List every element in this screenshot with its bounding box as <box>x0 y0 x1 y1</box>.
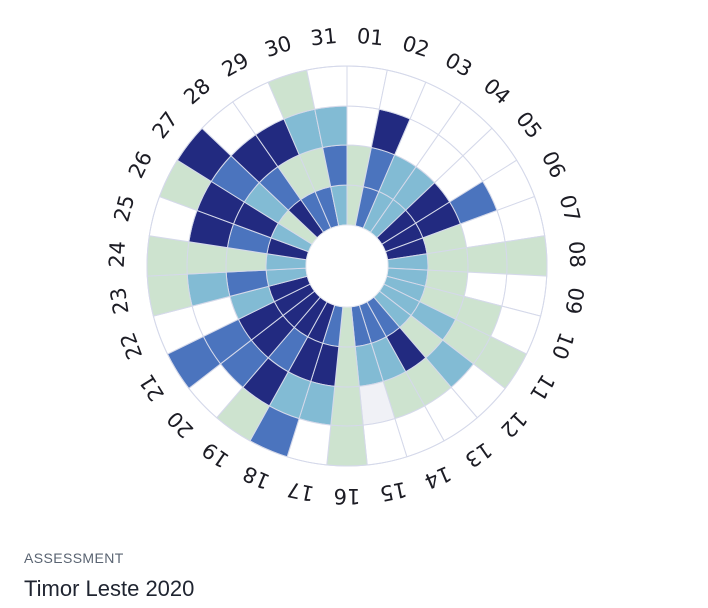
day-label-13: 13 <box>461 437 497 472</box>
day-label-19: 19 <box>198 437 234 472</box>
heatmap-cell-day-08-ring-3 <box>466 241 508 275</box>
center-hole <box>305 224 389 308</box>
day-label-07: 07 <box>555 192 585 224</box>
day-label-12: 12 <box>496 407 532 443</box>
day-label-24: 24 <box>105 240 130 268</box>
day-label-03: 03 <box>441 48 476 82</box>
day-label-20: 20 <box>162 407 198 443</box>
day-label-02: 02 <box>400 31 433 62</box>
day-label-26: 26 <box>124 147 157 182</box>
day-label-22: 22 <box>115 329 147 362</box>
heatmap-cell-day-16-ring-4 <box>326 424 368 467</box>
day-label-17: 17 <box>285 477 316 506</box>
day-label-01: 01 <box>356 24 385 51</box>
day-label-29: 29 <box>218 48 253 82</box>
day-label-28: 28 <box>179 74 215 110</box>
day-label-09: 09 <box>560 286 588 316</box>
day-label-18: 18 <box>239 461 273 494</box>
day-label-08: 08 <box>564 240 589 268</box>
day-label-27: 27 <box>147 107 182 143</box>
heatmap-cell-day-08-ring-4 <box>504 235 548 277</box>
day-label-10: 10 <box>547 329 579 362</box>
caption-kicker: ASSESSMENT <box>24 550 124 566</box>
day-label-05: 05 <box>511 107 546 143</box>
heatmap-cell-day-16-ring-3 <box>330 385 364 427</box>
day-label-11: 11 <box>525 370 560 405</box>
day-label-04: 04 <box>479 74 515 110</box>
day-label-31: 31 <box>309 24 338 51</box>
radial-heatmap-chart: 01 02 03 04 05 06 07 08 09 10 11 12 13 14 15 16 17 18 19 20… <box>105 24 590 508</box>
day-label-21: 21 <box>135 370 170 405</box>
day-label-23: 23 <box>106 286 134 316</box>
day-label-15: 15 <box>378 477 409 506</box>
heatmap-cell-day-24-ring-4 <box>146 235 190 277</box>
day-label-16: 16 <box>334 484 361 508</box>
chart-caption: ASSESSMENT Timor Leste 2020 <box>24 548 194 604</box>
day-label-14: 14 <box>421 461 455 494</box>
outer-ring-outline <box>146 65 548 467</box>
day-label-06: 06 <box>537 147 570 182</box>
caption-title: Timor Leste 2020 <box>24 576 195 601</box>
day-label-30: 30 <box>262 31 295 62</box>
day-label-25: 25 <box>109 192 139 224</box>
